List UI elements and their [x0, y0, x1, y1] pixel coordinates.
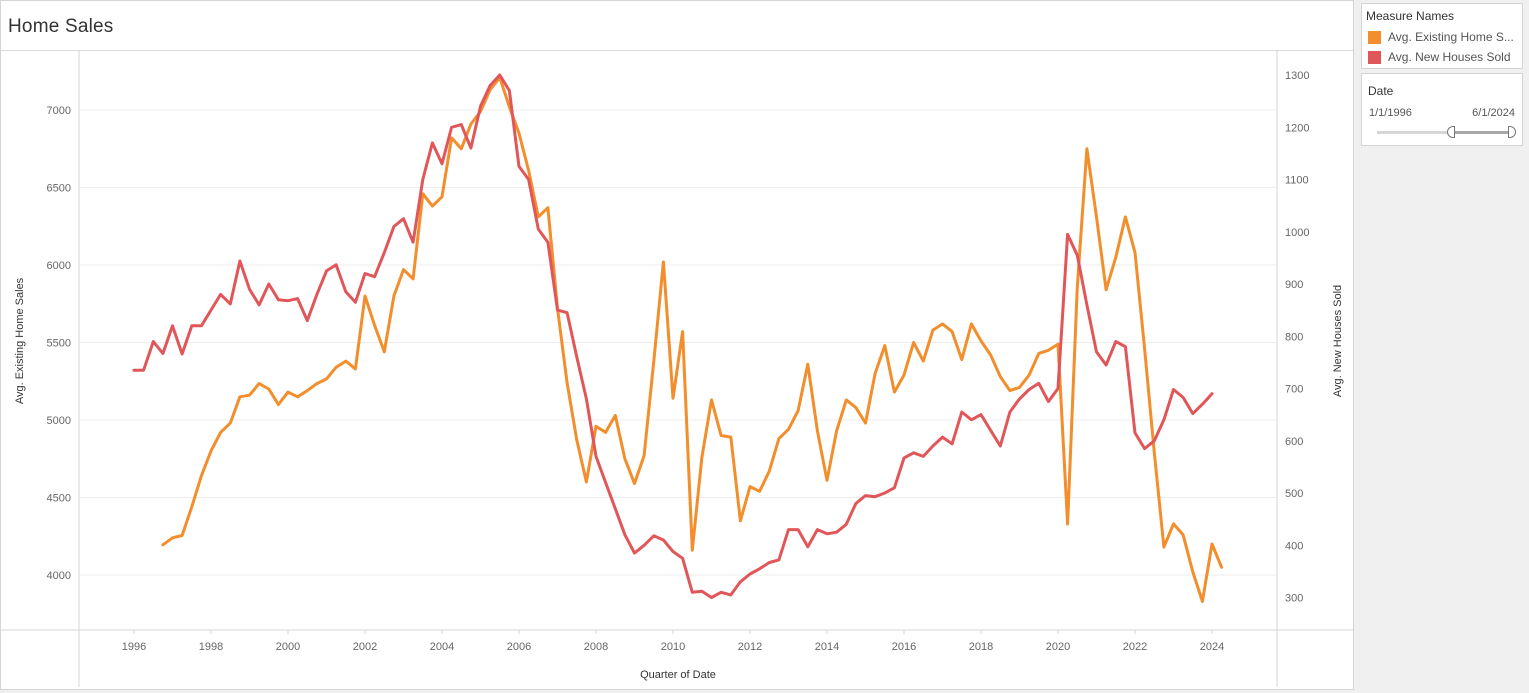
series-line-new-houses-sold[interactable] [132, 73, 1214, 599]
x-tick-label: 2022 [1123, 641, 1147, 653]
y-left-tick-label: 7000 [47, 105, 71, 117]
date-range-start: 1/1/1996 [1369, 107, 1412, 119]
y-left-axis-label: Avg. Existing Home Sales [14, 277, 26, 404]
x-tick-label: 2008 [584, 641, 608, 653]
series-layer [132, 73, 1224, 603]
date-slider-start-handle[interactable] [1447, 126, 1455, 138]
y-right-tick-label: 1300 [1285, 70, 1309, 82]
y-left-tick-label: 4000 [47, 570, 71, 582]
x-tick-label: 2010 [661, 641, 685, 653]
x-tick-label: 2006 [507, 641, 531, 653]
legend-swatch-red [1368, 51, 1381, 64]
y-left-tick-label: 6500 [47, 183, 71, 195]
y-right-tick-label: 300 [1285, 593, 1303, 605]
x-tick-label: 1998 [199, 641, 223, 653]
y-right-tick-label: 700 [1285, 384, 1303, 396]
x-tick-label: 2016 [892, 641, 916, 653]
plot-frame [1, 51, 1353, 687]
date-slider-track[interactable] [1377, 131, 1513, 134]
gridlines [79, 109, 1277, 576]
x-tick-label: 2018 [969, 641, 993, 653]
legend-item-label: Avg. Existing Home S... [1388, 30, 1514, 44]
y-right-tick-label: 800 [1285, 331, 1303, 343]
x-tick-label: 2000 [276, 641, 300, 653]
x-tick-label: 2012 [738, 641, 762, 653]
y-left-tick-label: 4500 [47, 493, 71, 505]
date-slider-range [1451, 131, 1513, 134]
legend-item-new-houses-sold[interactable]: Avg. New Houses Sold [1368, 49, 1520, 65]
x-axis-label: Quarter of Date [640, 669, 716, 681]
x-tick-label: 2004 [430, 641, 454, 653]
legend-swatch-orange [1368, 31, 1381, 44]
y-right-tick-label: 400 [1285, 540, 1303, 552]
y-left-tick-labels: 4000 4500 5000 5500 6000 6500 7000 [47, 105, 71, 582]
measure-names-legend: Measure Names Avg. Existing Home S... Av… [1361, 3, 1523, 69]
sheet-title: Home Sales [8, 16, 114, 37]
y-left-tick-label: 5500 [47, 338, 71, 350]
x-tick-labels: 1996 1998 2000 2002 2004 2006 2008 2010 2012 2014… [122, 630, 1224, 653]
legend-item-label: Avg. New Houses Sold [1388, 50, 1511, 64]
y-right-tick-label: 1100 [1285, 175, 1309, 187]
y-right-tick-labels: 300 400 500 600 700 800 900 1000 1100 1200 1300 [1285, 70, 1309, 605]
y-left-tick-label: 6000 [47, 260, 71, 272]
legend-item-existing-home-sales[interactable]: Avg. Existing Home S... [1368, 29, 1520, 45]
x-tick-label: 2020 [1046, 641, 1070, 653]
x-tick-label: 2002 [353, 641, 377, 653]
y-right-axis-label: Avg. New Houses Sold [1332, 285, 1344, 397]
legend-header: Measure Names [1366, 9, 1455, 23]
y-right-tick-label: 1000 [1285, 227, 1309, 239]
dashboard-sheet: Home Sales 4000 4500 5000 5500 6000 6500 7000 … [0, 0, 1354, 690]
x-tick-label: 2014 [815, 641, 839, 653]
y-right-tick-label: 1200 [1285, 122, 1309, 134]
date-range-end: 6/1/2024 [1472, 107, 1515, 119]
y-left-tick-label: 5000 [47, 415, 71, 427]
date-filter-header: Date [1368, 84, 1394, 98]
x-tick-label: 1996 [122, 641, 146, 653]
title-divider [1, 50, 1353, 51]
y-right-tick-label: 900 [1285, 279, 1303, 291]
y-right-tick-label: 600 [1285, 436, 1303, 448]
date-slider-end-handle[interactable] [1508, 126, 1516, 138]
series-line-existing-home-sales[interactable] [161, 76, 1224, 603]
date-range-filter: Date 1/1/1996 6/1/2024 [1361, 73, 1523, 146]
y-right-tick-label: 500 [1285, 488, 1303, 500]
x-tick-label: 2024 [1200, 641, 1224, 653]
line-chart[interactable]: 4000 4500 5000 5500 6000 6500 7000 300 400 500 60… [1, 1, 1353, 689]
